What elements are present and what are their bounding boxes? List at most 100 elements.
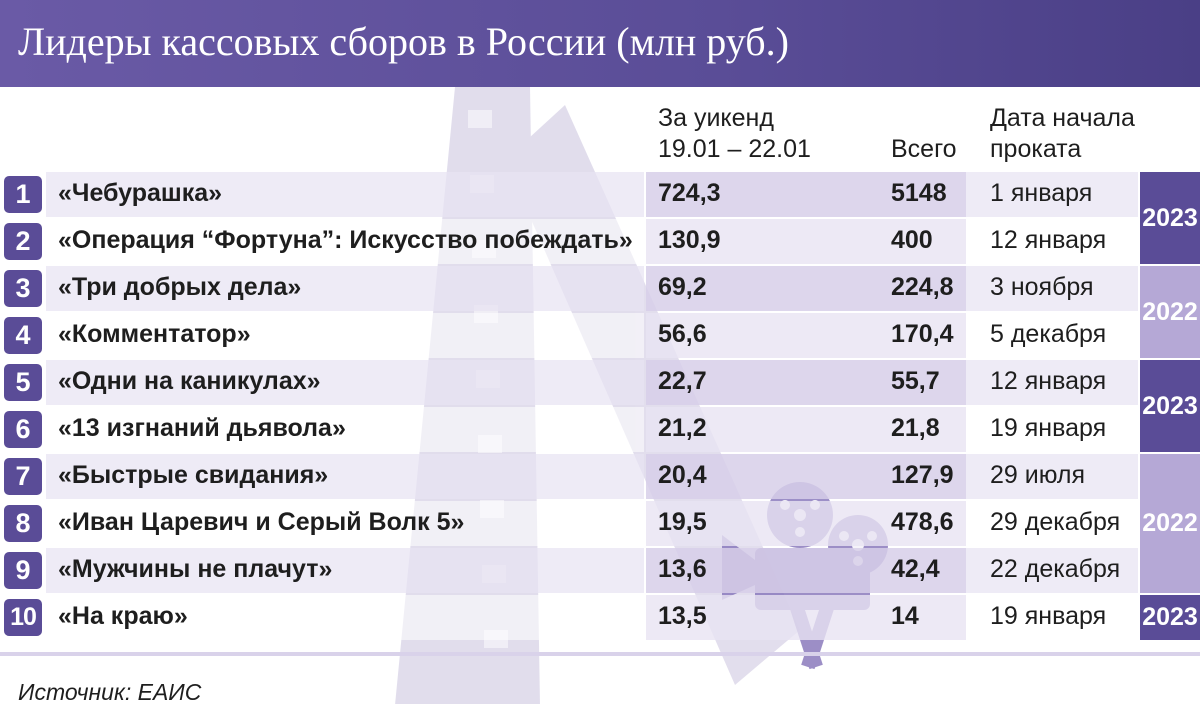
- title-bar: Лидеры кассовых сборов в России (млн руб…: [0, 0, 1200, 87]
- rank-badge: 2: [4, 223, 42, 260]
- rank-badge: 6: [4, 411, 42, 448]
- weekend-gross: 56,6: [658, 320, 707, 348]
- page-title: Лидеры кассовых сборов в России (млн руб…: [18, 19, 789, 64]
- film-title: «Одни на каникулах»: [58, 367, 321, 395]
- total-gross: 21,8: [891, 414, 940, 442]
- rank-badge: 7: [4, 458, 42, 495]
- table-row: 9 «Мужчины не плачут» 13,6 42,4 22 декабря: [0, 548, 1138, 593]
- row-bg-mid: [646, 454, 966, 499]
- row-bg-mid: [646, 407, 966, 452]
- film-title: «Чебурашка»: [58, 179, 223, 207]
- year-badge: 2023: [1140, 172, 1200, 264]
- row-bg-right: [966, 407, 1138, 452]
- rank-badge: 9: [4, 552, 42, 589]
- row-bg-left: [46, 454, 644, 499]
- total-gross: 127,9: [891, 461, 954, 489]
- row-bg-right: [966, 172, 1138, 217]
- table-bottom-rule: [0, 652, 1200, 656]
- total-gross: 14: [891, 602, 919, 630]
- row-bg-right: [966, 266, 1138, 311]
- film-title: «Быстрые свидания»: [58, 461, 329, 489]
- year-badge: 2023: [1140, 595, 1200, 640]
- release-date: 19 января: [990, 602, 1107, 630]
- row-bg-left: [46, 266, 644, 311]
- row-bg-mid: [646, 219, 966, 264]
- header-weekend-line2: 19.01 – 22.01: [658, 135, 811, 163]
- table-row: 2 «Операция “Фортуна”: Искусство побеждат…: [0, 219, 1138, 264]
- weekend-gross: 22,7: [658, 367, 707, 395]
- release-date: 22 декабря: [990, 555, 1121, 583]
- film-title: «13 изгнаний дьявола»: [58, 414, 346, 442]
- weekend-gross: 13,6: [658, 555, 707, 583]
- film-title: «Комментатор»: [58, 320, 251, 348]
- header-date-line2: проката: [990, 135, 1082, 163]
- film-title: «Мужчины не плачут»: [58, 555, 333, 583]
- row-bg-left: [46, 313, 644, 358]
- header-weekend-line1: За уикенд: [658, 104, 774, 132]
- film-title: «На краю»: [58, 602, 188, 630]
- table-row: 10 «На краю» 13,5 14 19 января: [0, 595, 1138, 640]
- row-bg-mid: [646, 595, 966, 640]
- release-date: 19 января: [990, 414, 1107, 442]
- header-date-line1: Дата начала: [990, 104, 1135, 132]
- release-date: 5 декабря: [990, 320, 1107, 348]
- row-bg-right: [966, 360, 1138, 405]
- year-badge: 2022: [1140, 454, 1200, 593]
- weekend-gross: 69,2: [658, 273, 707, 301]
- total-gross: 42,4: [891, 555, 940, 583]
- total-gross: 55,7: [891, 367, 940, 395]
- total-gross: 5148: [891, 179, 947, 207]
- table-row: 7 «Быстрые свидания» 20,4 127,9 29 июля: [0, 454, 1138, 499]
- weekend-gross: 21,2: [658, 414, 707, 442]
- row-bg-left: [46, 501, 644, 546]
- release-date: 12 января: [990, 367, 1107, 395]
- film-title: «Три добрых дела»: [58, 273, 302, 301]
- row-bg-left: [46, 595, 644, 640]
- row-bg-mid: [646, 172, 966, 217]
- year-badge: 2023: [1140, 360, 1200, 452]
- row-bg-left: [46, 360, 644, 405]
- table-row: 6 «13 изгнаний дьявола» 21,2 21,8 19 января: [0, 407, 1138, 452]
- row-bg-mid: [646, 266, 966, 311]
- weekend-gross: 19,5: [658, 508, 707, 536]
- total-gross: 224,8: [891, 273, 954, 301]
- row-bg-right: [966, 219, 1138, 264]
- row-bg-left: [46, 407, 644, 452]
- weekend-gross: 20,4: [658, 461, 707, 489]
- row-bg-mid: [646, 501, 966, 546]
- release-date: 12 января: [990, 226, 1107, 254]
- year-badge: 2022: [1140, 266, 1200, 358]
- row-bg-right: [966, 501, 1138, 546]
- table-row: 5 «Одни на каникулах» 22,7 55,7 12 января: [0, 360, 1138, 405]
- weekend-gross: 130,9: [658, 226, 721, 254]
- rank-badge: 3: [4, 270, 42, 307]
- row-bg-right: [966, 548, 1138, 593]
- release-date: 29 июля: [990, 461, 1086, 489]
- film-title: «Иван Царевич и Серый Волк 5»: [58, 508, 465, 536]
- release-date: 3 ноября: [990, 273, 1094, 301]
- row-bg-left: [46, 219, 644, 264]
- rank-badge: 5: [4, 364, 42, 401]
- row-bg-mid: [646, 360, 966, 405]
- rank-badge: 8: [4, 505, 42, 542]
- table-row: 1 «Чебурашка» 724,3 5148 1 января: [0, 172, 1138, 217]
- film-title: «Операция “Фортуна”: Искусство побеждать…: [58, 226, 633, 254]
- row-bg-left: [46, 548, 644, 593]
- rank-badge: 1: [4, 176, 42, 213]
- row-bg-right: [966, 454, 1138, 499]
- row-bg-mid: [646, 313, 966, 358]
- weekend-gross: 724,3: [658, 179, 721, 207]
- row-bg-right: [966, 313, 1138, 358]
- header-total: Всего: [891, 135, 957, 163]
- release-date: 29 декабря: [990, 508, 1121, 536]
- total-gross: 478,6: [891, 508, 954, 536]
- total-gross: 170,4: [891, 320, 954, 348]
- rank-badge: 10: [4, 599, 42, 636]
- release-date: 1 января: [990, 179, 1093, 207]
- table-row: 3 «Три добрых дела» 69,2 224,8 3 ноября: [0, 266, 1138, 311]
- row-bg-mid: [646, 548, 966, 593]
- row-bg-left: [46, 172, 644, 217]
- total-gross: 400: [891, 226, 933, 254]
- table-row: 4 «Комментатор» 56,6 170,4 5 декабря: [0, 313, 1138, 358]
- rank-badge: 4: [4, 317, 42, 354]
